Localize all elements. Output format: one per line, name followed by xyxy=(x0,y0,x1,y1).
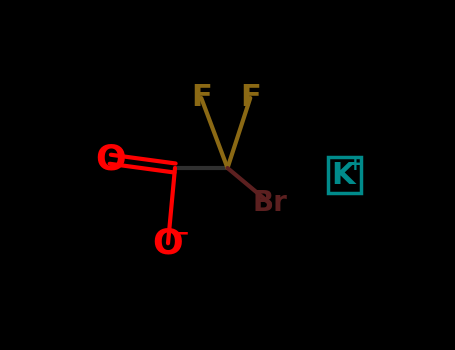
Text: O: O xyxy=(95,142,126,176)
Text: K: K xyxy=(331,161,355,189)
FancyBboxPatch shape xyxy=(329,157,361,193)
Text: F: F xyxy=(240,84,261,112)
Text: −: − xyxy=(172,223,190,244)
Text: O: O xyxy=(152,226,183,260)
Text: Br: Br xyxy=(252,189,287,217)
Text: F: F xyxy=(191,84,212,112)
Text: +: + xyxy=(347,155,364,174)
